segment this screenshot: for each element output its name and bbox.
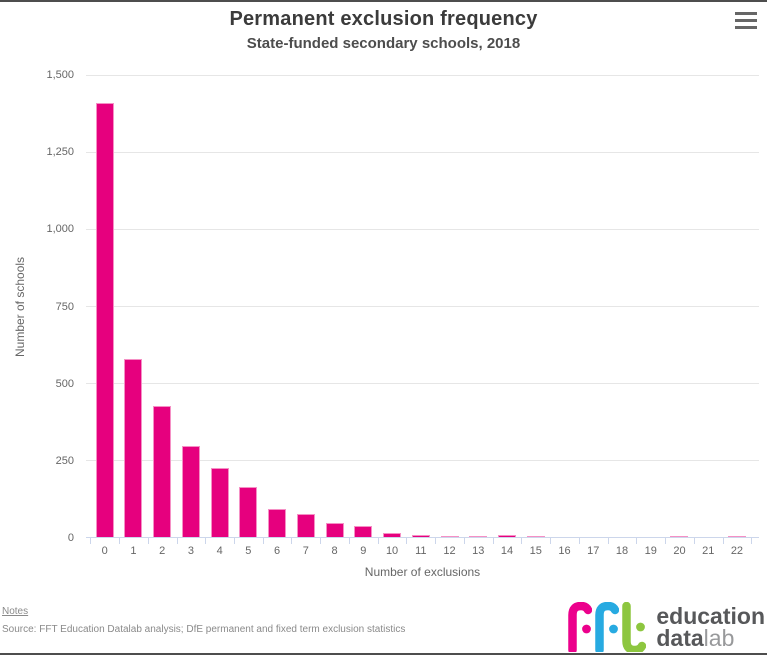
- x-tick-label: 3: [187, 545, 194, 557]
- bar-0-exclusions[interactable]: [95, 102, 114, 538]
- x-tick-mark: [320, 538, 322, 544]
- x-tick-mark: [262, 538, 264, 544]
- x-tick-mark: [176, 538, 178, 544]
- gridline: [86, 383, 759, 385]
- x-axis-title: Number of exclusions: [364, 565, 481, 579]
- x-tick-label: 5: [245, 545, 252, 557]
- x-tick-mark: [492, 538, 494, 544]
- x-tick-label: 1: [130, 545, 137, 557]
- y-tick-label: 1,500: [46, 69, 74, 81]
- page-border-top: [0, 0, 767, 2]
- x-tick-mark: [693, 538, 695, 544]
- bar-3-exclusions[interactable]: [181, 445, 200, 538]
- source-text: Source: FFT Education Datalab analysis; …: [2, 624, 406, 635]
- chart-title: Permanent exclusion frequency: [229, 8, 538, 30]
- x-tick-label: 14: [500, 545, 514, 557]
- hamburger-menu-icon[interactable]: [735, 12, 757, 29]
- gridline: [86, 306, 759, 307]
- y-tick-label: 1,250: [46, 146, 74, 159]
- x-tick-label: 9: [360, 545, 367, 557]
- fft-letters-icon: [566, 602, 647, 652]
- x-tick-label: 16: [558, 545, 571, 557]
- x-tick-mark: [665, 538, 667, 544]
- hamburger-bar: [735, 12, 757, 16]
- fft-education-datalab-logo[interactable]: education datalab: [566, 600, 765, 654]
- logo-education-text: education: [656, 603, 765, 629]
- y-tick-label: 0: [67, 532, 74, 544]
- x-tick-label: 4: [216, 545, 223, 557]
- chart-subtitle: State-funded secondary schools, 2018: [246, 35, 521, 52]
- gridline: [86, 151, 759, 153]
- x-tick-label: 11: [415, 545, 427, 557]
- x-tick-mark: [521, 538, 523, 544]
- x-tick-label: 17: [587, 545, 600, 557]
- x-tick-mark: [291, 538, 293, 544]
- bar-8-exclusions[interactable]: [325, 523, 344, 538]
- x-tick-label: 12: [443, 545, 456, 557]
- fft-letter-f-pink-icon: [568, 602, 593, 652]
- x-tick-mark: [234, 538, 235, 544]
- x-tick-label: 15: [529, 545, 542, 557]
- y-tick-label: 750: [55, 300, 74, 313]
- logo-datalab-text: datalab: [656, 625, 735, 651]
- x-tick-mark: [119, 538, 121, 544]
- hamburger-bar: [735, 18, 757, 23]
- x-tick-mark: [636, 538, 638, 544]
- x-tick-label: 8: [331, 545, 338, 557]
- page-border-bottom: [0, 653, 767, 655]
- x-tick-mark: [607, 538, 609, 544]
- x-tick-label: 20: [673, 545, 686, 557]
- notes-link[interactable]: Notes: [2, 606, 29, 617]
- x-tick-label: 21: [702, 545, 715, 557]
- x-tick-label: 22: [730, 545, 744, 557]
- y-tick-label: 1,000: [46, 223, 74, 236]
- x-tick-mark: [722, 538, 724, 544]
- bar-1-exclusions[interactable]: [124, 358, 143, 538]
- gridline: [86, 460, 759, 462]
- x-tick-label: 18: [615, 545, 629, 557]
- x-tick-label: 13: [472, 545, 485, 557]
- x-tick-label: 7: [302, 545, 309, 557]
- x-tick-mark: [406, 538, 408, 544]
- x-tick-label: 6: [274, 545, 281, 557]
- x-tick-mark: [90, 538, 92, 544]
- plot-area: 0 250 500 750 1,000 1,250 1,500 0 1 2 3 4 5 6 7 8 9 10 11 1…: [46, 69, 759, 557]
- x-tick-mark: [435, 538, 437, 544]
- bar-2-exclusions[interactable]: [153, 405, 172, 538]
- fft-letter-t-green-icon: [622, 602, 647, 652]
- x-tick-label: 0: [101, 545, 108, 557]
- x-tick-label: 2: [159, 545, 166, 557]
- x-tick-mark: [578, 538, 580, 544]
- x-tick-mark: [147, 538, 149, 544]
- x-tick-mark: [550, 538, 552, 544]
- x-tick-mark: [463, 538, 465, 544]
- x-tick-label: 19: [644, 545, 657, 557]
- bar-7-exclusions[interactable]: [296, 513, 315, 538]
- y-tick-label: 500: [55, 377, 74, 390]
- y-tick-label: 250: [55, 454, 74, 467]
- gridline: [86, 228, 759, 230]
- gridline: [86, 74, 759, 76]
- bar-6-exclusions[interactable]: [268, 509, 287, 538]
- logo-text: education datalab: [656, 603, 765, 651]
- x-axis-line: [86, 537, 759, 538]
- fft-letter-f-blue-icon: [595, 602, 620, 652]
- bar-4-exclusions[interactable]: [210, 467, 229, 538]
- hamburger-bar: [735, 25, 757, 29]
- x-tick-mark: [348, 538, 350, 544]
- x-tick-mark: [377, 538, 379, 544]
- x-tick-mark: [751, 538, 753, 544]
- x-tick-mark: [205, 538, 207, 544]
- x-tick-label: 10: [385, 545, 399, 557]
- bar-5-exclusions[interactable]: [239, 487, 258, 538]
